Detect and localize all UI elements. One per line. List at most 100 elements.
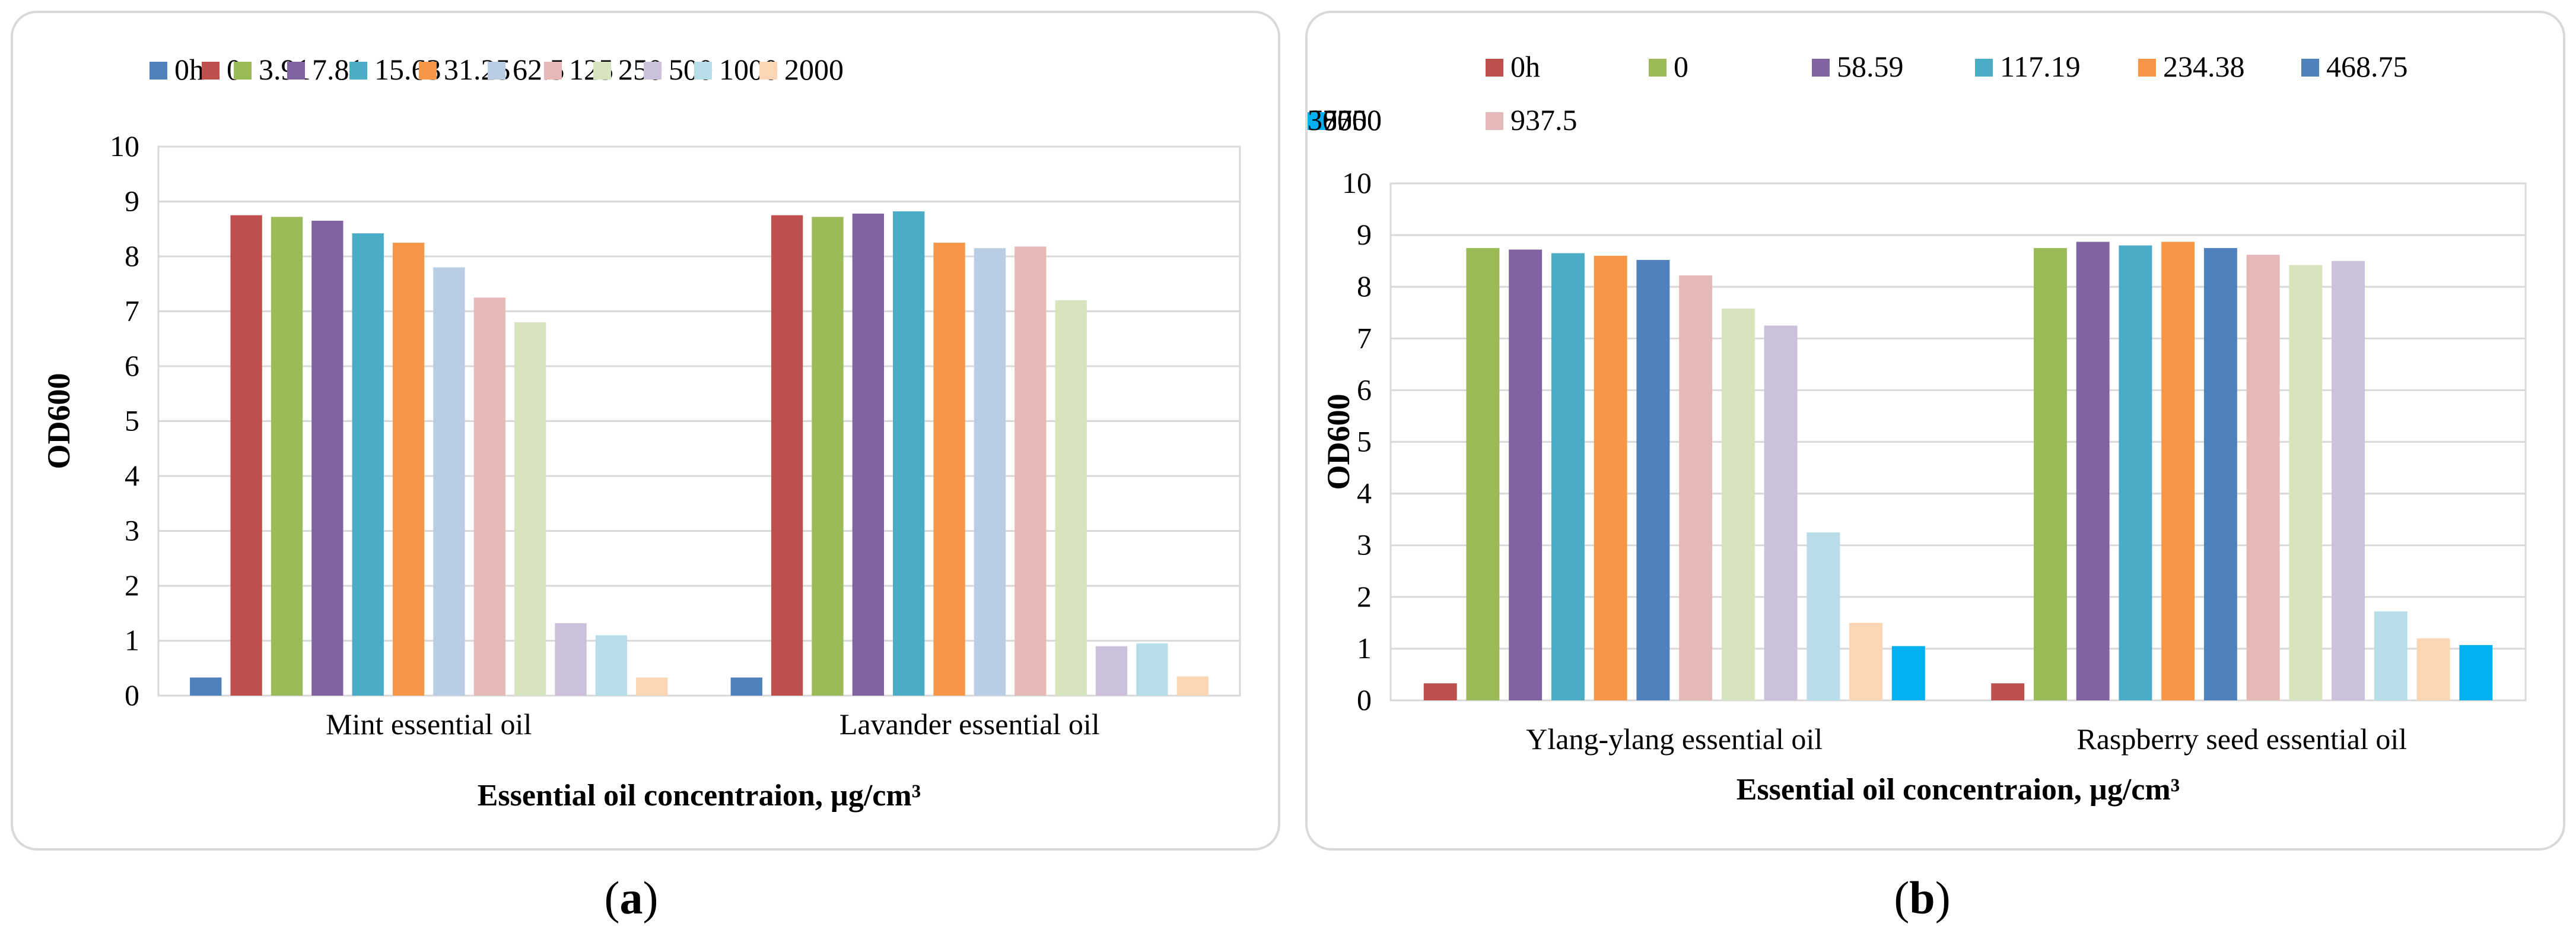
bar-468.75-1: [2203, 248, 2237, 700]
y-axis-label: OD600: [41, 373, 77, 469]
panel-caption-a: (a): [604, 872, 659, 924]
bar-0-0: [1466, 248, 1500, 700]
legend-swatch-0: [1649, 59, 1667, 77]
y-tick-label: 7: [1357, 321, 1372, 354]
y-tick-label: 8: [1357, 269, 1372, 303]
y-tick-label: 0: [125, 678, 139, 712]
legend-swatch-0: [202, 62, 220, 80]
legend-swatch-7.81: [287, 62, 305, 80]
legend-label: 937.5: [1510, 103, 1578, 137]
x-axis-label: Essential oil concentraion, µg/cm³: [1737, 773, 2180, 807]
y-tick-label: 10: [110, 129, 139, 163]
bar-58.59-1: [2076, 242, 2110, 701]
bar-3750-0: [1764, 325, 1798, 700]
y-tick-label: 9: [125, 185, 139, 218]
y-tick-label: 8: [125, 239, 139, 272]
bar-1875-0: [1721, 308, 1755, 700]
bar-3750-1: [2332, 261, 2365, 700]
y-tick-label: 3: [1357, 528, 1372, 561]
legend-swatch-250: [593, 62, 611, 80]
legend-label: 0: [1674, 50, 1688, 83]
bar-500-0: [555, 623, 587, 696]
legend-label: 0h: [1510, 50, 1540, 83]
legend-label: 0h: [174, 53, 204, 86]
bar-7500-0: [1807, 532, 1840, 700]
bar-234.38-1: [2161, 242, 2195, 701]
chart-panel-b: 0 1 2 3 4 5 6 7 8 9 10 Ylang-ylang essential oil Ras…: [1305, 11, 2565, 851]
bar-0h-0: [1423, 683, 1457, 700]
bar-1875-1: [2289, 265, 2323, 700]
bar-15000-1: [2416, 638, 2450, 700]
legend-swatch-2000: [759, 62, 777, 80]
legend-swatch-117.19: [1975, 59, 1993, 77]
legend-swatch-58.59: [1812, 59, 1830, 77]
plot-area: [157, 145, 1241, 697]
x-category-label: Raspberry seed essential oil: [2076, 722, 2407, 756]
legend-label: 2000: [784, 53, 844, 86]
y-tick-label: 2: [125, 569, 139, 602]
y-tick-label: 0: [1357, 683, 1372, 716]
bar-15.63-0: [352, 233, 384, 696]
bar-2000-1: [1176, 676, 1209, 696]
bar-1000-0: [595, 635, 628, 696]
bar-250-0: [514, 322, 546, 696]
bar-937.5-1: [2246, 255, 2280, 700]
y-tick-label: 6: [125, 349, 139, 382]
bar-234.38-0: [1594, 255, 1627, 700]
legend-swatch-30000: [1308, 112, 1325, 130]
bar-15.63-1: [893, 211, 925, 696]
bar-30000-0: [1891, 646, 1925, 700]
bar-468.75-0: [1636, 259, 1670, 701]
chart-panel-a: 0 1 2 3 4 5 6 7 8 9 10 Mint essential oil Lavander e…: [11, 11, 1280, 851]
y-tick-label: 7: [125, 294, 139, 328]
bar-30000-1: [2459, 645, 2493, 700]
bar-7.81-0: [311, 220, 344, 696]
y-tick-label: 10: [1342, 166, 1372, 199]
legend-label: 117.19: [2000, 50, 2081, 83]
panel-caption-b: (b): [1894, 872, 1951, 924]
bar-125-1: [1015, 246, 1047, 696]
legend-swatch-31.25: [419, 62, 437, 80]
bar-0-0: [230, 215, 262, 696]
bar-58.59-0: [1509, 249, 1543, 700]
legend-swatch-1000: [694, 62, 712, 80]
bar-31.25-1: [933, 242, 965, 696]
legend-swatch-234.38: [2138, 59, 2156, 77]
legend-swatch-15.63: [349, 62, 367, 80]
bar-3.91-0: [271, 217, 303, 696]
y-tick-label: 3: [125, 514, 139, 547]
y-tick-label: 5: [125, 404, 139, 437]
plot-area: [1389, 182, 2527, 702]
bar-7.81-1: [852, 213, 885, 696]
x-category-label: Lavander essential oil: [839, 707, 1100, 741]
chart-b-svg: 0 1 2 3 4 5 6 7 8 9 10 Ylang-ylang essential oil Ras…: [1308, 50, 2527, 807]
bar-0-1: [2033, 248, 2067, 700]
y-tick-label: 5: [1357, 425, 1372, 458]
bar-250-1: [1055, 300, 1087, 696]
bar-62.5-0: [433, 267, 465, 696]
bar-0h-0: [190, 677, 222, 696]
bar-937.5-0: [1679, 275, 1713, 701]
x-category-label: Mint essential oil: [326, 707, 532, 741]
y-tick-label: 6: [1357, 373, 1372, 406]
legend-swatch-468.75: [2301, 59, 2319, 77]
y-tick-label: 1: [125, 624, 139, 657]
bar-125-0: [473, 297, 505, 696]
bar-1000-1: [1136, 643, 1168, 696]
legend-label: 30000: [1308, 103, 1382, 137]
y-tick-label: 1: [1357, 632, 1372, 665]
y-tick-label: 2: [1357, 580, 1372, 613]
legend-swatch-62.5: [488, 62, 505, 80]
legend-swatch-0h: [150, 62, 167, 80]
bar-31.25-0: [392, 242, 425, 696]
bar-15000-0: [1849, 623, 1883, 700]
bar-500-1: [1095, 646, 1128, 696]
chart-a-svg: 0 1 2 3 4 5 6 7 8 9 10 Mint essential oil Lavander e…: [41, 53, 1241, 813]
bar-7500-1: [2374, 611, 2408, 700]
legend-swatch-937.5: [1486, 112, 1503, 130]
y-tick-label: 9: [1357, 218, 1372, 251]
y-tick-label: 4: [125, 459, 139, 492]
bar-2000-0: [636, 677, 668, 696]
legend-label: 58.59: [1837, 50, 1904, 83]
legend-swatch-3.91: [234, 62, 252, 80]
